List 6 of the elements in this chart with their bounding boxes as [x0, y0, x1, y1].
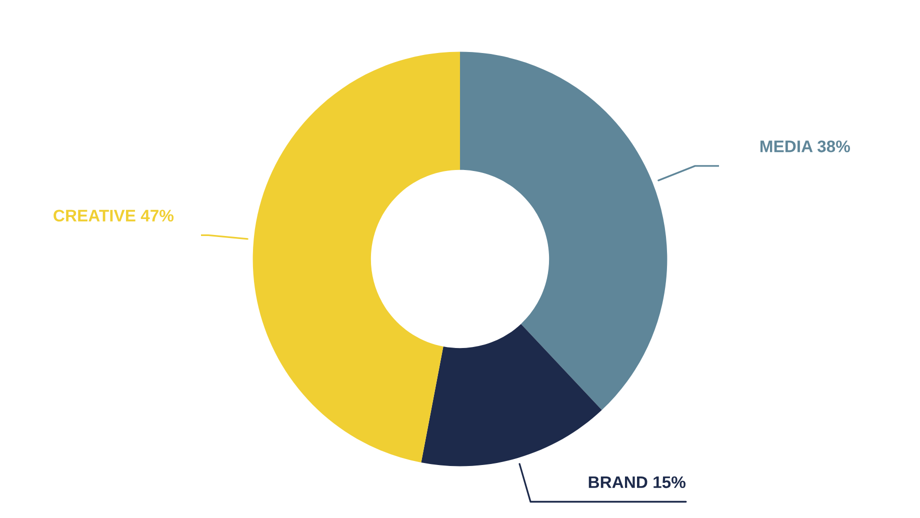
- slice-label: MEDIA 38%: [760, 140, 850, 152]
- slice-label: CREATIVE 47%: [54, 210, 174, 222]
- donut-slice: [421, 324, 602, 466]
- slice-label: BRAND 15%: [588, 476, 686, 488]
- donut-slice: [460, 52, 668, 410]
- donut-slice: [252, 52, 460, 463]
